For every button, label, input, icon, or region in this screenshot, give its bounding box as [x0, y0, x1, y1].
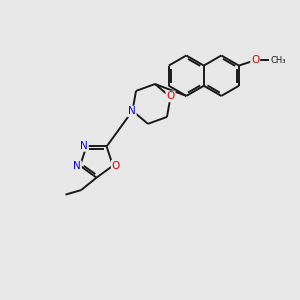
Text: CH₃: CH₃ — [271, 56, 286, 65]
Text: O: O — [112, 161, 120, 171]
Text: O: O — [251, 55, 259, 65]
Text: N: N — [80, 141, 88, 151]
Text: N: N — [128, 106, 136, 116]
Text: N: N — [73, 161, 81, 171]
Text: O: O — [167, 92, 175, 101]
